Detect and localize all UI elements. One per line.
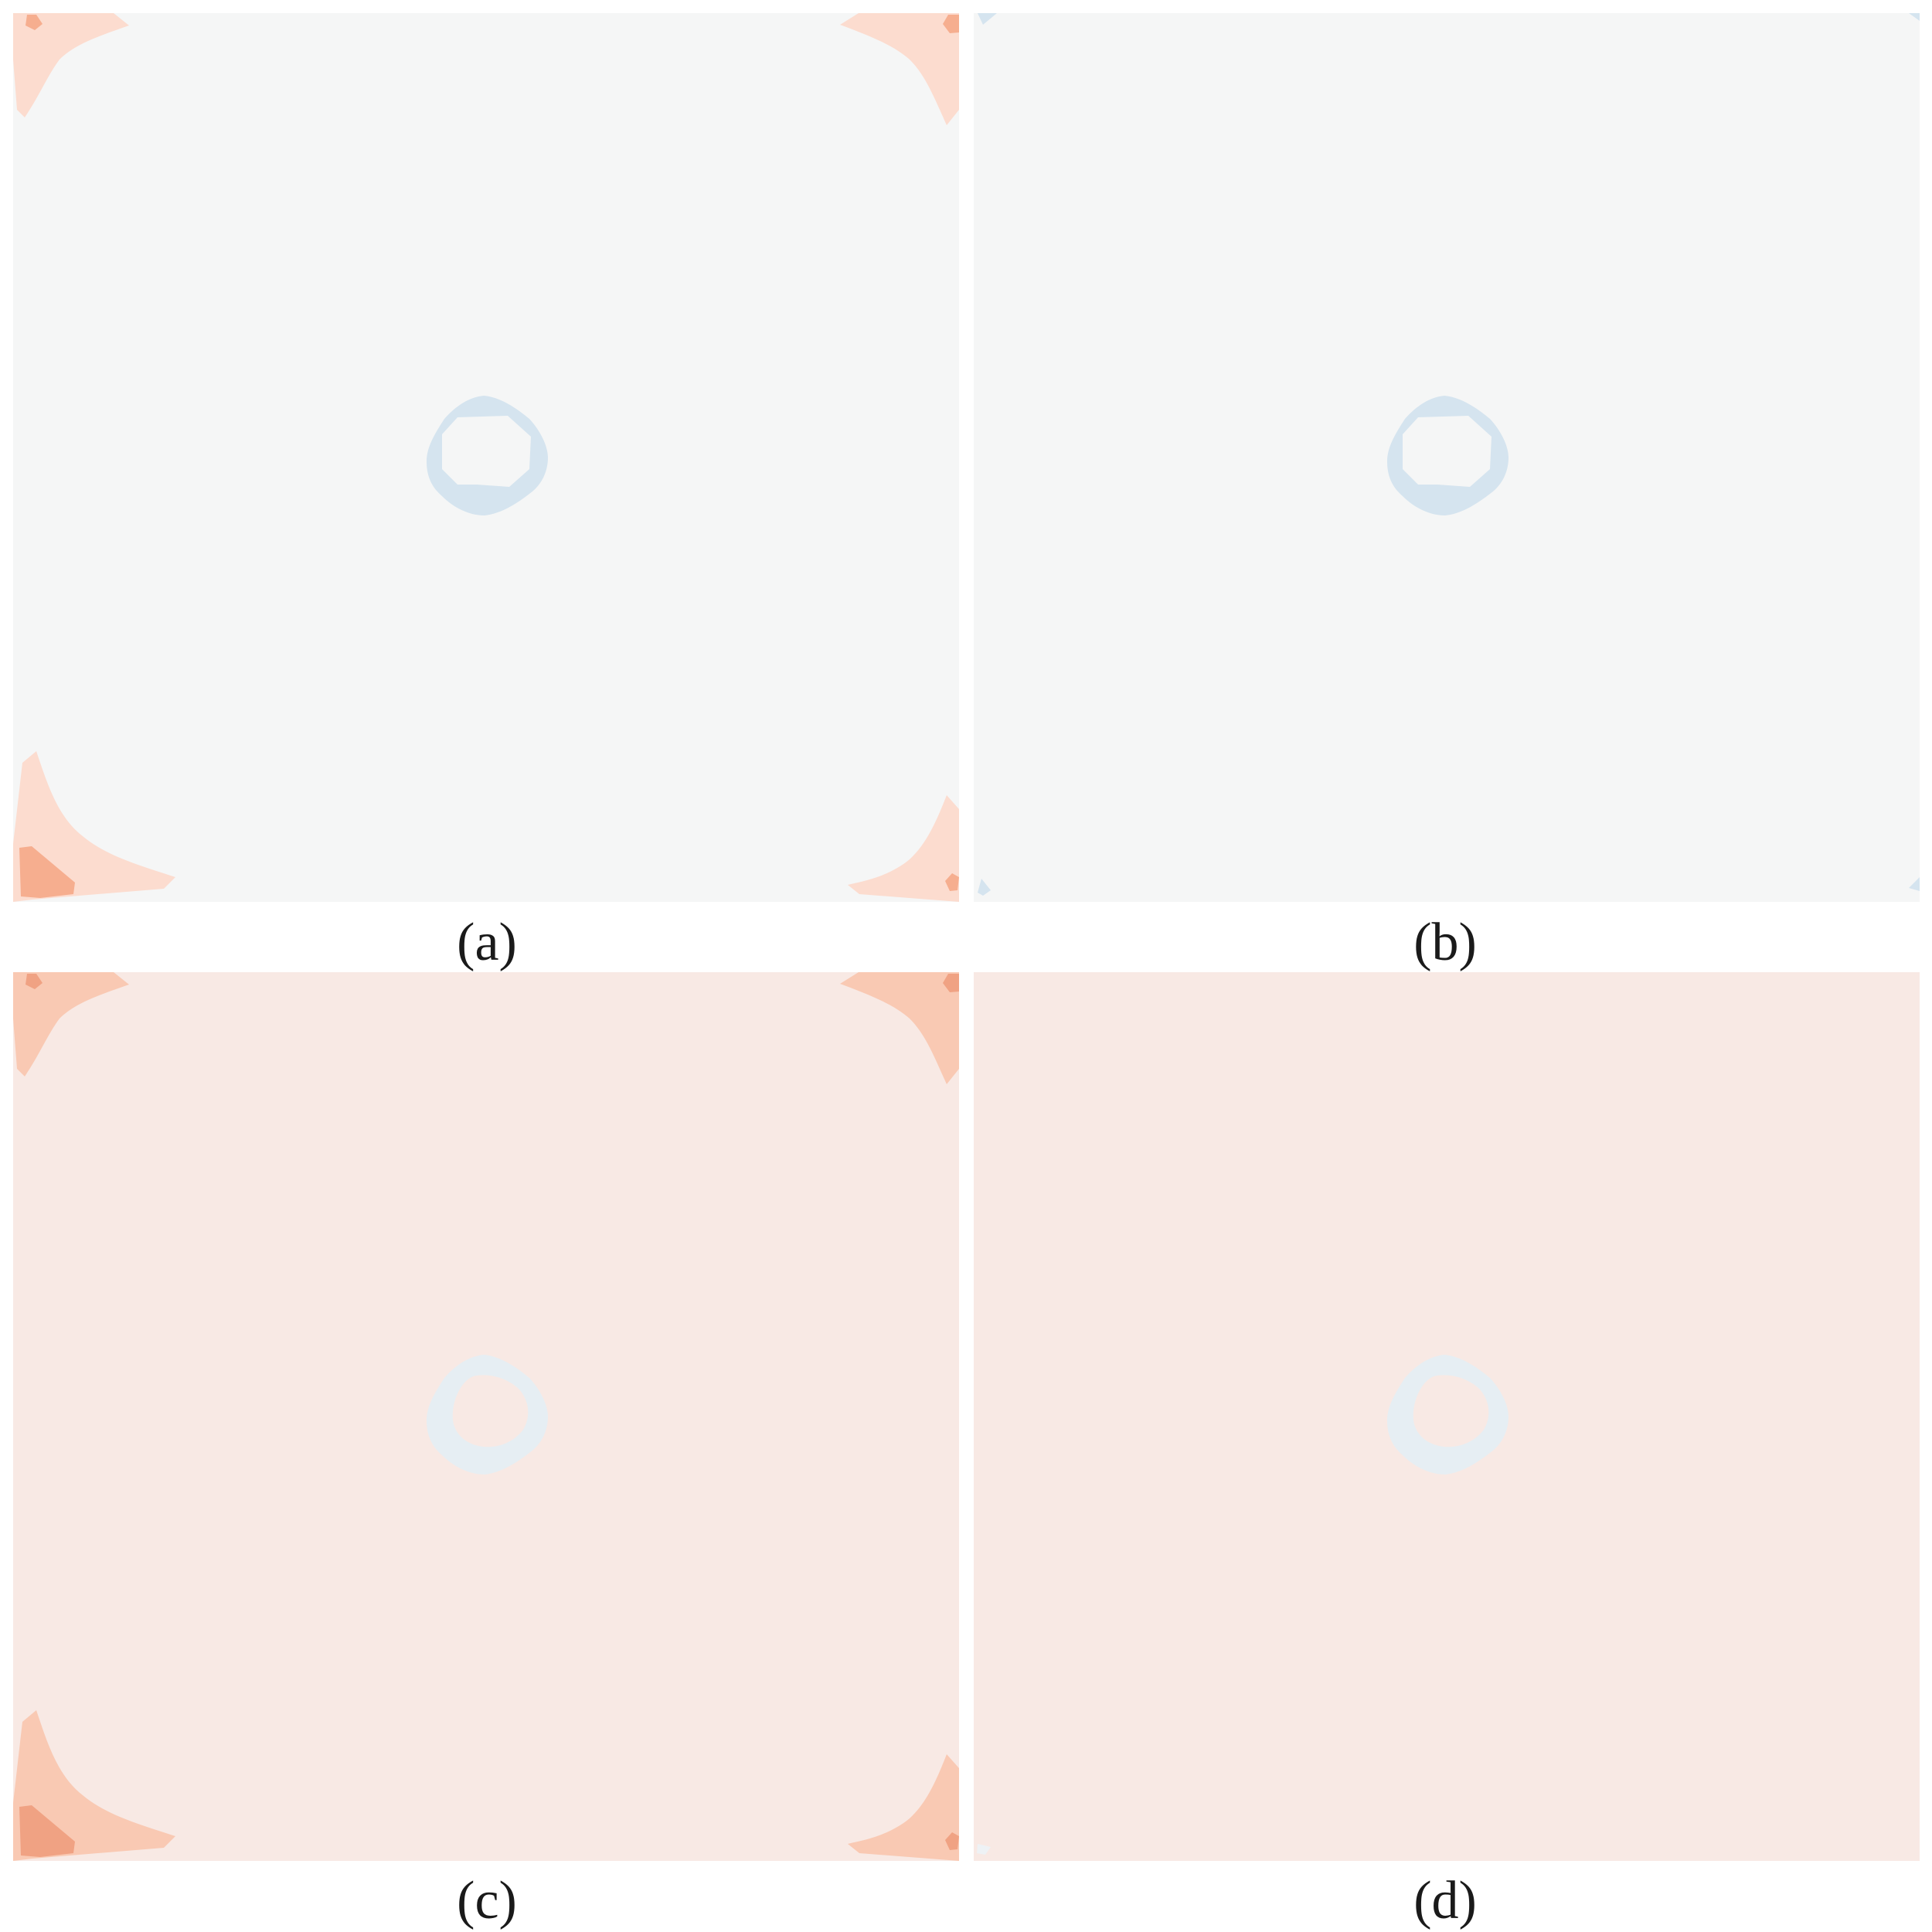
contour-plot-b xyxy=(974,13,1920,902)
contour-panel-b xyxy=(974,13,1920,902)
contour-plot-a xyxy=(13,13,959,902)
central-ring-hole xyxy=(1413,1375,1489,1447)
corner-contour-bottom-right xyxy=(1909,877,1920,891)
corner-contour-top-right-core xyxy=(943,15,959,33)
corner-contour-bottom-left xyxy=(13,751,175,902)
contour-plot-c xyxy=(13,972,959,1861)
corner-contour-bottom-left xyxy=(978,879,991,896)
corner-contour-bottom-left-core xyxy=(19,846,75,898)
corner-contour-bottom-right xyxy=(848,795,959,902)
panel-caption-c: (c) xyxy=(457,1871,517,1930)
corner-contour-top-right xyxy=(1909,13,1920,21)
corner-contour-top-right xyxy=(840,972,959,1084)
panel-caption-a: (a) xyxy=(457,913,517,972)
corner-contour-top-left xyxy=(13,972,129,1077)
contour-panel-c xyxy=(13,972,959,1861)
panel-caption-b: (b) xyxy=(1413,913,1477,972)
contour-plot-d xyxy=(974,972,1920,1861)
corner-contour-top-left-core xyxy=(26,974,43,989)
corner-contour-bottom-right-core xyxy=(945,1832,959,1850)
corner-contour-top-left xyxy=(13,13,129,117)
central-ring-hole xyxy=(452,1375,529,1447)
corner-contour-top-right xyxy=(840,13,959,125)
central-ring-hole xyxy=(1403,416,1492,487)
contour-panel-d xyxy=(974,972,1920,1861)
corner-contour-bottom-left xyxy=(13,1710,175,1861)
central-ring-hole xyxy=(442,416,531,487)
contour-panel-a xyxy=(13,13,959,902)
corner-contour-bottom-left xyxy=(977,1844,991,1855)
corner-contour-top-left-core xyxy=(26,15,43,30)
corner-contour-bottom-right-core xyxy=(945,873,959,891)
corner-contour-bottom-right xyxy=(848,1754,959,1861)
corner-contour-bottom-left-core xyxy=(19,1805,75,1857)
corner-contour-top-left xyxy=(978,13,997,25)
corner-contour-top-right-core xyxy=(943,974,959,992)
panel-caption-d: (d) xyxy=(1413,1871,1477,1930)
